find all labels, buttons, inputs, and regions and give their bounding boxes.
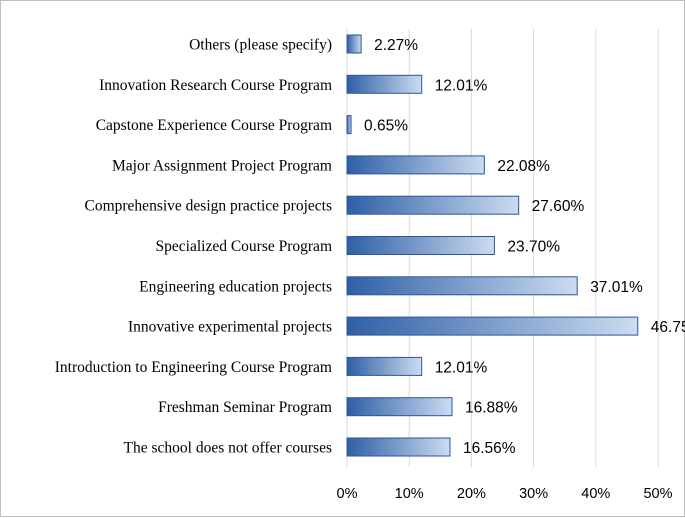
x-tick-label: 20% xyxy=(457,486,486,502)
value-label: 22.08% xyxy=(497,158,550,175)
category-label: Major Assignment Project Program xyxy=(112,157,332,174)
x-axis-tick-labels: 0% 10% 20% 30% 40% 50% xyxy=(337,486,673,502)
value-label: 16.56% xyxy=(463,440,516,457)
bar xyxy=(346,74,423,94)
category-label: Specialized Course Program xyxy=(156,238,332,255)
bar xyxy=(346,155,485,175)
bar xyxy=(346,236,495,255)
bars xyxy=(346,34,639,457)
category-label: Capstone Experience Course Program xyxy=(96,117,332,134)
bar xyxy=(346,356,423,376)
category-label: Comprehensive design practice projects xyxy=(85,198,333,215)
value-label: 27.60% xyxy=(532,198,585,215)
value-label: 37.01% xyxy=(590,279,643,296)
bar xyxy=(346,276,578,296)
value-label: 23.70% xyxy=(507,239,560,256)
bar xyxy=(346,437,451,457)
category-label: Freshman Seminar Program xyxy=(158,399,332,416)
x-tick-label: 50% xyxy=(643,486,672,502)
value-labels: 2.27% 12.01% 0.65% 22.08% 27.60% 23.70% 37.01%… xyxy=(364,37,685,457)
category-label: Innovation Research Course Program xyxy=(99,77,332,94)
value-label: 12.01% xyxy=(435,77,488,94)
value-label: 46.75% xyxy=(651,319,685,336)
category-label: Introduction to Engineering Course Progr… xyxy=(55,359,332,376)
bar xyxy=(346,34,362,54)
x-tick-label: 30% xyxy=(519,486,548,502)
bar xyxy=(346,195,520,215)
category-labels: Others (please specify) Innovation Resear… xyxy=(55,37,332,457)
x-tick-label: 0% xyxy=(337,486,358,502)
value-label: 12.01% xyxy=(435,359,488,376)
value-label: 2.27% xyxy=(374,37,418,54)
x-tick-label: 40% xyxy=(581,486,610,502)
category-label: Innovative experimental projects xyxy=(128,319,332,336)
category-label: Others (please specify) xyxy=(189,37,332,54)
bar xyxy=(346,316,639,336)
value-label: 0.65% xyxy=(364,118,408,135)
bar xyxy=(346,397,453,417)
x-tick-label: 10% xyxy=(395,486,424,502)
value-label: 16.88% xyxy=(465,400,518,417)
category-label: The school does not offer courses xyxy=(124,440,332,457)
bar xyxy=(346,115,352,135)
category-label: Engineering education projects xyxy=(139,278,332,295)
